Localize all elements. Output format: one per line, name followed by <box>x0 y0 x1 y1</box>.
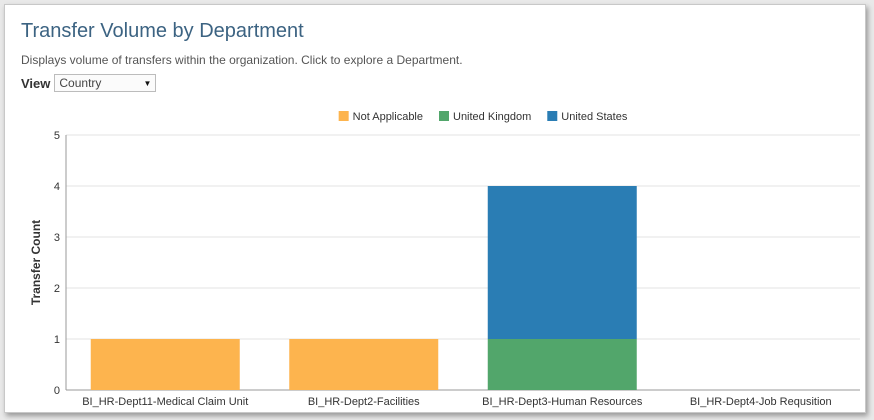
chart-card: Transfer Volume by Department Displays v… <box>4 4 866 413</box>
y-tick-label-0: 0 <box>54 385 60 397</box>
view-selector: View Country ▼ <box>21 74 157 92</box>
x-tick-label-bi-hr-dept3-human-resources[interactable]: BI_HR-Dept3-Human Resources <box>482 396 643 408</box>
legend-label-united-states[interactable]: United States <box>561 111 628 123</box>
view-dropdown-value: Country <box>59 76 102 90</box>
page-subtitle: Displays volume of transfers within the … <box>21 53 463 67</box>
x-tick-label-bi-hr-dept4-job-requsition[interactable]: BI_HR-Dept4-Job Requsition <box>690 396 832 408</box>
x-tick-label-bi-hr-dept2-facilities[interactable]: BI_HR-Dept2-Facilities <box>308 396 420 408</box>
y-axis-title: Transfer Count <box>29 220 43 305</box>
bar-bi-hr-dept2-facilities-not-applicable[interactable] <box>289 339 439 390</box>
y-tick-label-3: 3 <box>54 232 60 244</box>
bar-chart: 0 1 2 3 4 5 Transfer Count BI_HR-Dept11-Medical… <box>29 111 860 408</box>
y-tick-label-2: 2 <box>54 283 60 295</box>
bar-bi-hr-dept3-human-resources-united-states[interactable] <box>487 186 637 339</box>
legend-label-not-applicable[interactable]: Not Applicable <box>353 111 423 123</box>
view-label: View <box>21 75 51 91</box>
y-tick-label-4: 4 <box>54 181 60 193</box>
view-dropdown[interactable]: Country ▼ <box>54 74 157 92</box>
y-tick-label-5: 5 <box>54 130 60 142</box>
bar-bi-hr-dept3-human-resources-united-kingdom[interactable] <box>487 339 637 390</box>
bar-bi-hr-dept11-medical-claim-unit-not-applicable[interactable] <box>90 339 240 390</box>
x-tick-label-bi-hr-dept11-medical-claim-unit[interactable]: BI_HR-Dept11-Medical Claim Unit <box>82 396 248 408</box>
legend-swatch-united-states[interactable] <box>547 111 558 121</box>
legend-label-united-kingdom[interactable]: United Kingdom <box>453 111 531 123</box>
page-title: Transfer Volume by Department <box>21 20 304 42</box>
legend-swatch-united-kingdom[interactable] <box>439 111 449 121</box>
y-tick-label-1: 1 <box>54 334 60 346</box>
chevron-down-icon: ▼ <box>143 78 152 88</box>
legend-swatch-not-applicable[interactable] <box>338 111 349 121</box>
